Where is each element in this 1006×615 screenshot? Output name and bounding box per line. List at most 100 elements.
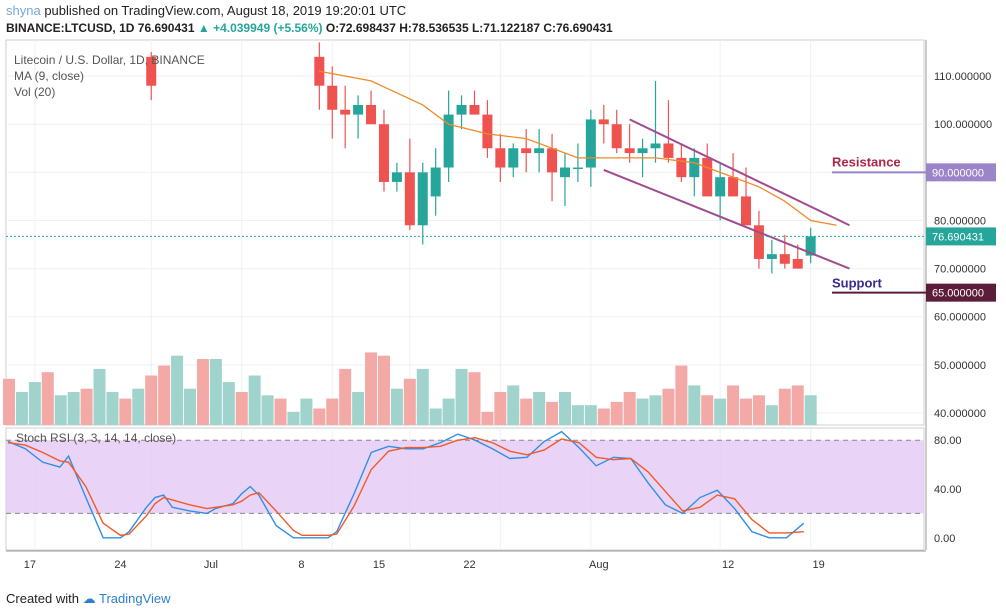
price-pane	[5, 39, 925, 426]
candle-body	[521, 148, 532, 154]
volume-bar	[222, 382, 235, 425]
volume-bar	[28, 382, 41, 425]
candle-body	[469, 104, 480, 115]
candle-body	[650, 143, 661, 149]
volume-bar	[145, 375, 158, 425]
volume-bar	[675, 365, 688, 425]
candle-body	[753, 225, 764, 259]
volume-bar	[326, 398, 339, 425]
time-tick-label: Aug	[589, 559, 609, 571]
stoch-band	[6, 440, 924, 514]
symbol-info: BINANCE:LTCUSD, 1D 76.690431 ▲ +4.039949…	[6, 21, 613, 35]
candle-body	[353, 104, 364, 115]
volume-bar	[533, 392, 546, 425]
volume-bar	[804, 395, 817, 425]
volume-bar	[390, 388, 403, 425]
volume-bar	[158, 365, 171, 425]
candle-body	[585, 119, 596, 168]
volume-bar	[377, 355, 390, 425]
volume-bar	[688, 385, 701, 425]
volume-bar	[54, 395, 67, 425]
symbol-line: BINANCE:LTCUSD, 1D 76.690431	[6, 21, 195, 35]
candle-body	[728, 177, 739, 197]
stoch-d-line	[7, 437, 804, 537]
volume-bar	[235, 392, 248, 425]
resistance-badge	[926, 163, 996, 182]
volume-bar	[313, 408, 326, 425]
volume-bar	[41, 372, 54, 425]
candle-body	[378, 124, 389, 182]
last-price-label: 76.690431	[932, 231, 984, 243]
footer: Created with ☁ TradingView	[6, 591, 171, 607]
resistance-label: Resistance	[832, 154, 901, 169]
price-tick-label: 60.000000	[934, 312, 986, 324]
volume-bar	[455, 368, 468, 425]
stoch-k-line	[7, 430, 805, 539]
volume-bar	[752, 395, 765, 425]
ma-legend: MA (9, close)	[14, 69, 84, 83]
candle-body	[508, 148, 519, 168]
volume-bar	[106, 392, 119, 425]
candle-body	[482, 114, 493, 149]
candle-body	[637, 148, 648, 154]
volume-bar	[261, 395, 274, 425]
volume-bar	[791, 385, 804, 425]
resistance-price-label: 90.000000	[932, 167, 984, 179]
tradingview-brand[interactable]: TradingView	[99, 591, 171, 606]
tradingview-logo-icon: ☁	[82, 591, 96, 606]
stoch-legend: Stoch RSI (3, 3, 14, 14, close)	[16, 431, 176, 445]
author-name[interactable]: shyna	[6, 3, 41, 18]
volume-bar	[15, 392, 28, 425]
support-badge	[926, 283, 996, 302]
price-tick-label: 80.000000	[934, 215, 986, 227]
candle-body	[391, 172, 402, 182]
volume-bar	[171, 355, 184, 425]
price-tick-label: 110.000000	[934, 71, 991, 83]
candle-body	[495, 148, 506, 168]
candle-body	[676, 157, 687, 178]
candle-body	[146, 56, 157, 86]
volume-bar	[649, 395, 662, 425]
channel-lower	[603, 169, 850, 270]
candle-body	[340, 109, 351, 115]
volume-bar	[132, 388, 145, 425]
candle-body	[572, 167, 583, 170]
volume-bar	[714, 398, 727, 425]
publish-info: shyna published on TradingView.com, Augu…	[6, 3, 406, 18]
volume-bar	[520, 398, 533, 425]
time-tick-label: 22	[463, 559, 475, 571]
ma-line	[319, 70, 837, 226]
volume-bar	[93, 368, 106, 425]
candle-body	[404, 172, 415, 226]
volume-legend: Vol (20)	[14, 85, 55, 99]
candle-body	[611, 124, 622, 149]
volume-bar	[352, 392, 365, 425]
created-with-text: Created with	[6, 591, 79, 606]
candle-body	[443, 114, 454, 168]
volume-bar	[546, 401, 559, 425]
candle-body	[547, 148, 558, 173]
publish-text: published on TradingView.com, August 18,…	[44, 3, 407, 18]
support-price-label: 65.000000	[932, 288, 984, 300]
stoch-tick-label: 80.00	[934, 435, 962, 447]
time-tick-label: 12	[722, 559, 734, 571]
volume-bar	[209, 359, 222, 425]
volume-bar	[765, 405, 778, 425]
volume-bar	[558, 392, 571, 425]
candle-body	[430, 167, 441, 197]
candle-body	[779, 254, 790, 264]
channel-upper	[629, 118, 850, 227]
volume-bar	[597, 408, 610, 425]
volume-bar	[584, 405, 597, 425]
volume-bar	[727, 385, 740, 425]
volume-bar	[494, 392, 507, 425]
price-tick-label: 40.000000	[934, 408, 986, 420]
last-price-badge	[926, 227, 996, 246]
candle-body	[598, 119, 609, 125]
time-tick-label: 19	[813, 559, 825, 571]
chart-title-legend: Litecoin / U.S. Dollar, 1D, BINANCE	[14, 53, 205, 67]
ohlc-text: O:72.698437 H:78.536535 L:71.122187 C:76…	[325, 21, 613, 35]
candle-body	[327, 85, 338, 110]
volume-bar	[571, 405, 584, 425]
